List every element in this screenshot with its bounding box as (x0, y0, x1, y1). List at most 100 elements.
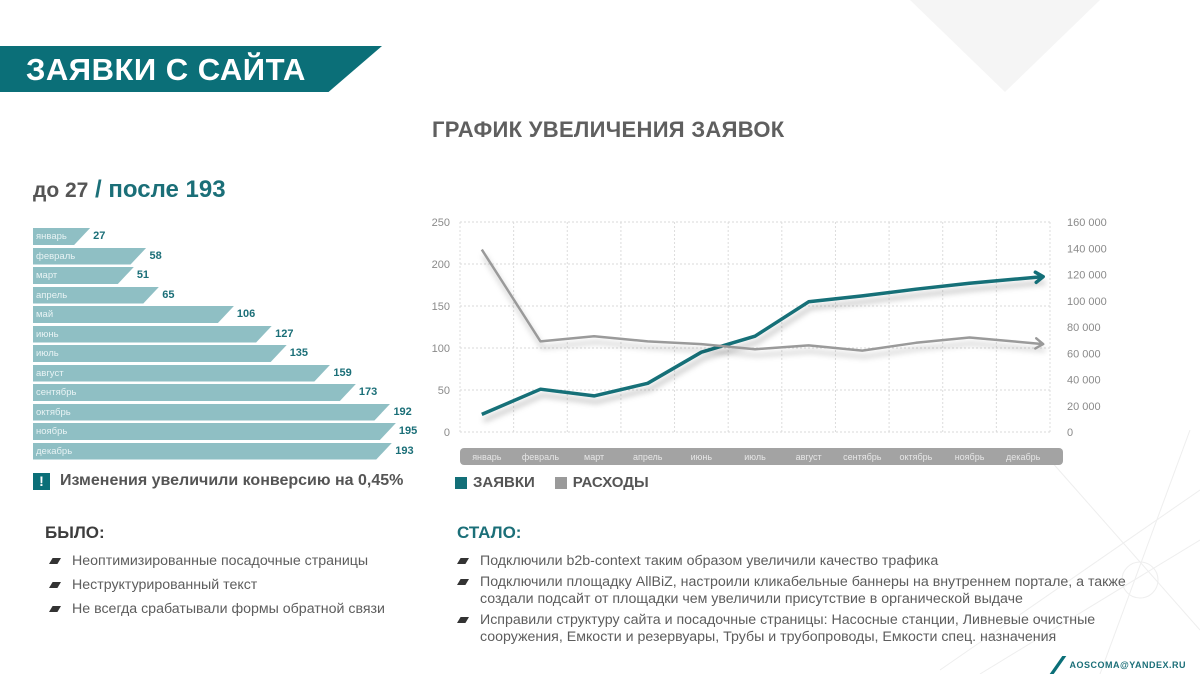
x-tick-label: июль (744, 452, 766, 462)
y-right-tick: 140 000 (1067, 243, 1107, 255)
exclamation-icon: ! (33, 472, 50, 490)
bar-month-label: декабрь (36, 445, 73, 457)
bullet-icon (457, 579, 469, 585)
bar-month-label: февраль (36, 250, 76, 262)
legend-label-expenses: РАСХОДЫ (572, 474, 649, 491)
legend-item-expenses: РАСХОДЫ (554, 474, 649, 491)
x-axis-band (460, 448, 1063, 465)
was-list-item: Неоптимизированные посадочные страницы (47, 553, 385, 570)
y-left-tick: 50 (438, 385, 450, 397)
was-item-text: Не всегда срабатывали формы обратной свя… (72, 601, 385, 617)
was-item-text: Неоптимизированные посадочные страницы (72, 553, 369, 569)
now-item-text: Подключили площадку AllBiZ, настроили кл… (480, 574, 1126, 607)
bar-row: июль 135 (33, 344, 433, 364)
bar-value: 106 (236, 308, 256, 320)
bar-value: 58 (149, 249, 162, 262)
bar-value: 193 (395, 444, 414, 457)
legend-item-requests: ЗАЯВКИ (455, 474, 535, 491)
was-list-item: Неструктурированный текст (47, 577, 385, 594)
line-chart: 0 50 100 150 200 250 0 20 000 40 000 60 000 80 000… (432, 217, 1107, 465)
bar-month-label: июнь (36, 328, 59, 340)
y-right-tick: 100 000 (1067, 296, 1107, 308)
bar: июнь (33, 326, 272, 343)
conversion-note: ! Изменения увеличили конверсию на 0,45% (33, 472, 403, 490)
bullet-icon (457, 617, 469, 623)
bullet-icon (457, 558, 469, 564)
bar: сентябрь (33, 384, 356, 401)
y-right-tick: 60 000 (1067, 348, 1101, 360)
bar: апрель (33, 287, 159, 304)
x-tick-label: апрель (633, 452, 663, 462)
bar-month-label: май (36, 309, 54, 320)
bar-row: январь 27 (33, 227, 433, 247)
legend-swatch-requests (455, 476, 467, 489)
summary-separator: / (95, 176, 102, 203)
background-blueprint-lines (939, 430, 1200, 674)
bar-value: 135 (289, 347, 309, 359)
was-list: Неоптимизированные посадочные страницы Н… (47, 553, 385, 625)
series-expenses-line (480, 248, 1044, 352)
bullet-icon (49, 582, 61, 588)
bar-row: ноябрь 195 (33, 422, 433, 442)
y-left-tick: 200 (432, 259, 450, 271)
bar-row: сентябрь 173 (33, 383, 433, 403)
bar-value: 27 (93, 230, 106, 242)
bar-row: декабрь 193 (33, 442, 433, 462)
bar-value: 173 (358, 386, 378, 398)
chart-title: ГРАФИК УВЕЛИЧЕНИЯ ЗАЯВОК (432, 117, 785, 142)
x-tick-label: июнь (691, 452, 713, 462)
was-item-text: Неструктурированный текст (72, 577, 258, 593)
bar: март (33, 267, 134, 284)
bar-value: 51 (136, 269, 150, 281)
now-list: Подключили b2b-context таким образом уве… (455, 553, 1175, 650)
bullet-icon (49, 558, 61, 564)
y-right-tick: 20 000 (1067, 401, 1101, 413)
page-title: ЗАЯВКИ С САЙТА (26, 52, 306, 87)
y-left-tick: 250 (432, 217, 450, 229)
bar: август (33, 365, 330, 382)
bar-row: апрель 65 (33, 286, 433, 306)
y-right-tick: 120 000 (1067, 270, 1107, 282)
was-section-title: БЫЛО: (45, 523, 105, 542)
bar-month-label: октябрь (36, 406, 71, 418)
bar-month-label: июль (36, 348, 59, 359)
bar-month-label: январь (36, 231, 67, 242)
bar: январь (33, 228, 90, 245)
bar-month-label: ноябрь (36, 426, 68, 437)
y-right-tick: 0 (1067, 427, 1073, 439)
bar-value: 192 (393, 405, 412, 418)
footer-email[interactable]: AOSCOMA@YANDEX.RU (1069, 660, 1186, 670)
x-tick-label: октябрь (899, 452, 932, 462)
bar-row: август 159 (33, 364, 433, 384)
y-left-tick: 100 (432, 343, 450, 355)
y-left-tick: 150 (432, 301, 450, 313)
summary-heading: до 27 / после 193 (33, 176, 226, 204)
now-item-text: Исправили структуру сайта и посадочные с… (480, 612, 1096, 645)
chart-legend: ЗАЯВКИ РАСХОДЫ (455, 474, 649, 491)
x-tick-label: февраль (522, 452, 559, 462)
bullet-icon (49, 606, 61, 612)
bar-row: март 51 (33, 266, 433, 286)
bar: ноябрь (33, 423, 396, 440)
was-list-item: Не всегда срабатывали формы обратной свя… (47, 601, 385, 618)
x-tick-label: декабрь (1006, 452, 1041, 462)
bar-row: май 106 (33, 305, 433, 325)
bar: июль (33, 345, 287, 362)
bar: декабрь (33, 443, 392, 460)
title-banner: ЗАЯВКИ С САЙТА (0, 46, 382, 92)
bar-value: 159 (333, 366, 352, 379)
x-tick-label: сентябрь (843, 452, 882, 462)
now-list-item: Подключили b2b-context таким образом уве… (455, 553, 1175, 570)
legend-swatch-expenses (554, 476, 567, 489)
conversion-note-text: Изменения увеличили конверсию на 0,45% (60, 472, 404, 489)
now-section-title: СТАЛО: (457, 523, 522, 542)
bar: май (33, 306, 234, 323)
arrow-head-icon (1034, 337, 1045, 350)
bar-value: 65 (162, 288, 175, 301)
bar-row: октябрь 192 (33, 403, 433, 423)
series-requests-line (481, 274, 1044, 417)
legend-label-requests: ЗАЯВКИ (473, 474, 535, 491)
y-left-tick: 0 (444, 427, 450, 439)
monthly-bar-list: январь 27 февраль 58 март 51 апрель 65 май 106 июн… (33, 227, 433, 461)
x-tick-label: март (584, 452, 604, 462)
